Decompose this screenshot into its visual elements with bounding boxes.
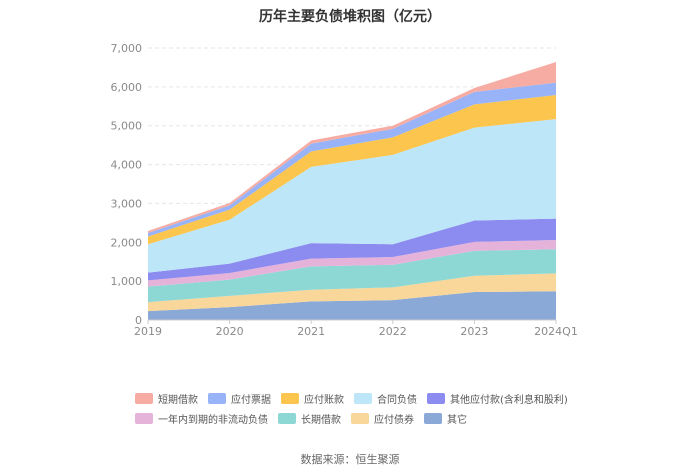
legend-label: 其它 — [447, 414, 467, 426]
area-layer — [148, 61, 556, 320]
y-tick-label: 2,000 — [111, 236, 143, 249]
legend-label: 短期借款 — [158, 394, 198, 406]
data-source: 数据来源：恒生聚源 — [300, 453, 400, 466]
legend-label: 应付账款 — [304, 394, 344, 406]
legend-item[interactable]: 其它 — [424, 411, 467, 426]
y-tick-label: 4,000 — [111, 159, 143, 172]
legend-swatch — [278, 412, 296, 424]
legend-item[interactable]: 短期借款 — [135, 391, 198, 406]
area-series[interactable] — [148, 82, 556, 237]
area-series[interactable] — [148, 239, 556, 287]
legend-swatch — [135, 412, 153, 424]
legend-label: 应付债券 — [374, 414, 414, 426]
x-tick-label: 2022 — [379, 325, 407, 338]
y-tick-label: 1,000 — [111, 275, 143, 288]
legend-item[interactable]: 应付债券 — [351, 411, 414, 426]
area-series[interactable] — [148, 95, 556, 245]
x-tick-label: 2024Q1 — [534, 325, 578, 338]
area-series[interactable] — [148, 61, 556, 233]
legend-swatch — [281, 392, 299, 404]
legend-row: 短期借款 应付票据 应付账款 合同负债 其他应付款(含利息和股利) — [135, 388, 585, 408]
area-series[interactable] — [148, 119, 556, 273]
legend-row: 一年内到期的非流动负债 长期借款 应付债券 其它 — [135, 408, 585, 428]
x-tick-label: 2021 — [297, 325, 325, 338]
legend-swatch — [354, 392, 372, 404]
x-tick-label: 2020 — [216, 325, 244, 338]
y-tick-label: 6,000 — [111, 81, 143, 94]
x-tick-label: 2023 — [460, 325, 488, 338]
legend-item[interactable]: 其他应付款(含利息和股利) — [427, 391, 568, 406]
legend-label: 其他应付款(含利息和股利) — [450, 394, 568, 406]
x-tick-label: 2019 — [134, 325, 162, 338]
legend-item[interactable]: 长期借款 — [278, 411, 341, 426]
axis-layer: 0 1,000 2,000 3,000 4,000 5,000 6,000 7,000 2019… — [111, 42, 578, 338]
area-series[interactable] — [148, 291, 556, 320]
legend: 短期借款 应付票据 应付账款 合同负债 其他应付款(含利息和股利) 一年内到期的非流动负债… — [135, 388, 585, 428]
legend-item[interactable]: 一年内到期的非流动负债 — [135, 411, 268, 426]
legend-label: 合同负债 — [377, 394, 417, 406]
legend-swatch — [351, 412, 369, 424]
legend-item[interactable]: 应付账款 — [281, 391, 344, 406]
area-series[interactable] — [148, 249, 556, 303]
legend-swatch — [135, 392, 153, 404]
y-tick-label: 3,000 — [111, 197, 143, 210]
legend-item[interactable]: 应付票据 — [208, 391, 271, 406]
legend-item[interactable]: 合同负债 — [354, 391, 417, 406]
legend-label: 应付票据 — [231, 394, 271, 406]
legend-label: 一年内到期的非流动负债 — [158, 414, 268, 426]
area-series[interactable] — [148, 273, 556, 312]
legend-swatch — [208, 392, 226, 404]
area-series[interactable] — [148, 218, 556, 281]
y-tick-label: 0 — [135, 314, 142, 327]
stacked-area-chart: 0 1,000 2,000 3,000 4,000 5,000 6,000 7,000 2019… — [111, 42, 578, 338]
y-tick-label: 5,000 — [111, 120, 143, 133]
legend-label: 长期借款 — [301, 414, 341, 426]
legend-swatch — [424, 412, 442, 424]
legend-swatch — [427, 392, 445, 404]
y-tick-label: 7,000 — [111, 42, 143, 55]
chart-title: 历年主要负债堆积图（亿元） — [259, 9, 441, 25]
